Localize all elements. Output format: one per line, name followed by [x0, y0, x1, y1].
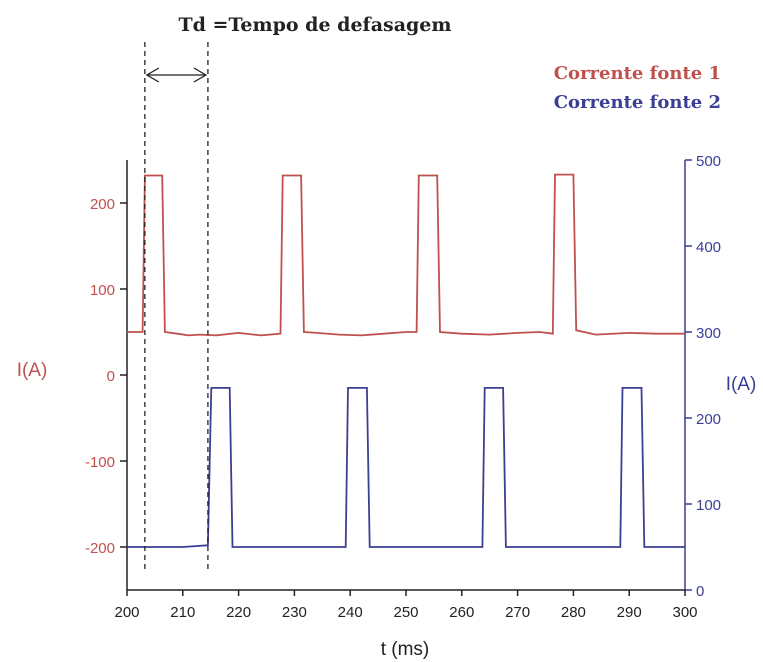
y-axis-right-label: I(A) [726, 374, 757, 395]
series-line-2 [127, 386, 685, 548]
x-tick-label: 250 [393, 604, 418, 621]
y-left-tick-label: -100 [85, 454, 115, 471]
y-left-tick-label: 100 [90, 282, 115, 299]
x-tick-label: 300 [672, 604, 697, 621]
y-right-tick-label: 500 [696, 153, 721, 170]
x-tick-label: 260 [449, 604, 474, 621]
y-right-tick-label: 0 [696, 583, 704, 600]
legend-series-2: Corrente fonte 2 [554, 92, 721, 113]
y-left-tick-label: 0 [107, 368, 115, 385]
x-tick-label: 210 [170, 604, 195, 621]
y-right-tick-label: 200 [696, 411, 721, 428]
x-tick-label: 270 [505, 604, 530, 621]
x-tick-label: 280 [561, 604, 586, 621]
x-tick-label: 230 [282, 604, 307, 621]
series-line-1 [127, 173, 685, 337]
legend-series-1: Corrente fonte 1 [554, 63, 721, 84]
y-left-tick-label: -200 [85, 540, 115, 557]
y-left-tick-label: 200 [90, 196, 115, 213]
x-tick-label: 240 [338, 604, 363, 621]
td-arrow-head-right [193, 67, 208, 83]
x-tick-label: 200 [114, 604, 139, 621]
y-right-tick-label: 100 [696, 497, 721, 514]
y-axis-left-label: I(A) [17, 360, 48, 381]
td-arrow-head-left [145, 67, 160, 83]
x-tick-label: 290 [617, 604, 642, 621]
y-right-tick-label: 300 [696, 325, 721, 342]
y-right-tick-label: 400 [696, 239, 721, 256]
annotation-title: Td =Tempo de defasagem [178, 14, 451, 36]
x-tick-label: 220 [226, 604, 251, 621]
x-axis-label: t (ms) [381, 639, 430, 660]
